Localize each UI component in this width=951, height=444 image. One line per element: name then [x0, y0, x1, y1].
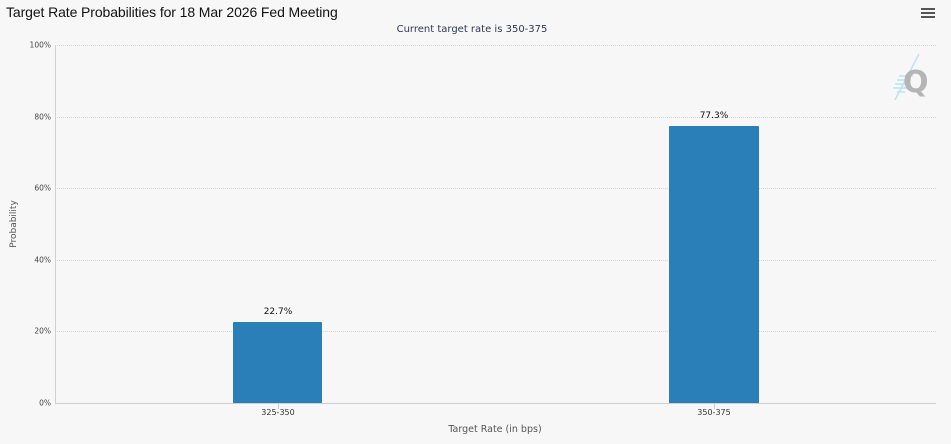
bar-325-350[interactable] [233, 321, 322, 403]
x-tick-label: 350-375 [697, 408, 731, 417]
gridline-60 [55, 188, 936, 190]
bar-data-label: 22.7% [263, 306, 293, 317]
y-tick-label: 40% [34, 255, 51, 265]
menu-bar [921, 16, 935, 18]
q-logo-icon: Q [893, 52, 933, 102]
chart-subtitle: Current target rate is 350-375 [396, 24, 548, 35]
menu-bar [921, 12, 935, 14]
y-tick-label: 80% [34, 112, 51, 122]
plot-area [55, 45, 936, 409]
x-axis-title: Target Rate (in bps) [448, 424, 542, 435]
x-tick [714, 404, 715, 409]
menu-bar [921, 8, 935, 10]
chart-title: Target Rate Probabilities for 18 Mar 202… [6, 4, 338, 20]
y-tick-label: 0% [39, 398, 51, 408]
x-tick [278, 404, 279, 409]
y-tick-label: 20% [34, 326, 51, 336]
bar-data-label: 77.3% [699, 111, 729, 122]
y-axis-line [55, 45, 56, 403]
y-axis-title: Probability [9, 200, 19, 248]
y-tick-label: 60% [34, 183, 51, 193]
x-tick-label: 325-350 [261, 408, 295, 417]
hamburger-menu-icon[interactable] [921, 8, 935, 20]
x-axis-line [55, 403, 936, 404]
y-tick-label: 100% [29, 40, 51, 50]
gridline-100 [55, 45, 936, 46]
svg-text:Q: Q [903, 65, 929, 100]
gridline-20 [55, 331, 936, 333]
gridline-40 [55, 259, 936, 261]
bar-350-375[interactable] [669, 126, 759, 403]
gridline-80 [55, 116, 936, 118]
